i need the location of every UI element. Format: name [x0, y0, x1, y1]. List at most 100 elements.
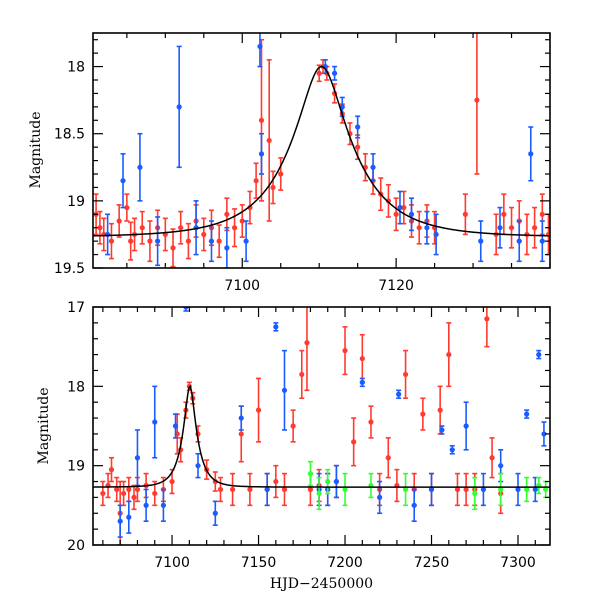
data-point [143, 488, 149, 523]
data-point [169, 468, 175, 495]
data-point [121, 480, 127, 507]
data-point [216, 224, 222, 259]
marker [238, 431, 244, 437]
data-point [515, 472, 521, 507]
data-point [402, 349, 409, 400]
x-axis: 7100 7150 7200 7250 7300 [102, 307, 536, 571]
marker [238, 415, 244, 421]
data-point [370, 153, 376, 182]
x-tick-label: 7300 [500, 555, 536, 571]
marker [299, 371, 305, 378]
y-tick-label: 18.5 [54, 127, 85, 143]
x-axis: 7100 7120 [126, 33, 551, 294]
marker [401, 204, 407, 211]
data-point [120, 153, 126, 209]
data-point [307, 460, 314, 487]
marker [489, 455, 495, 461]
data-point [449, 445, 455, 455]
marker [463, 486, 469, 493]
data-point [385, 183, 392, 218]
marker [160, 502, 167, 508]
data-point [424, 210, 430, 245]
marker [480, 486, 487, 493]
marker [532, 225, 538, 231]
data-point [368, 472, 374, 499]
data-point [108, 456, 115, 483]
x-tick-label: 7100 [154, 555, 190, 571]
data-point [147, 220, 153, 263]
data-point [416, 210, 422, 245]
data-point [137, 132, 143, 202]
plot-area [93, 33, 550, 268]
data-point [139, 210, 145, 245]
marker [152, 490, 158, 497]
marker [264, 486, 270, 493]
data-point [247, 190, 253, 225]
marker [97, 225, 103, 231]
marker [532, 486, 538, 493]
data-point [333, 464, 339, 499]
marker [185, 238, 192, 244]
marker [370, 164, 376, 170]
top-panel: 7100 7120 18 18.5 19 19.5 Magnitude [28, 32, 551, 294]
marker [114, 486, 120, 493]
data-point [439, 425, 445, 435]
data-point [299, 349, 305, 400]
marker [201, 231, 207, 238]
data-point [532, 206, 538, 249]
data-point [212, 500, 218, 526]
marker [508, 225, 515, 231]
data-point [124, 193, 130, 222]
marker [454, 486, 461, 493]
marker [147, 238, 153, 244]
data-point [331, 65, 338, 81]
data-point [428, 472, 435, 507]
marker [437, 407, 443, 413]
marker [139, 225, 145, 231]
series-red [93, 33, 550, 268]
marker [385, 198, 392, 204]
marker [385, 455, 391, 461]
marker [208, 238, 215, 244]
marker [463, 423, 469, 429]
data-point [239, 204, 245, 238]
marker [281, 486, 288, 493]
data-point [478, 220, 484, 263]
data-point [152, 385, 158, 459]
marker [258, 117, 265, 123]
data-point [160, 488, 167, 523]
data-point [253, 162, 259, 199]
marker [229, 486, 236, 493]
data-point [281, 472, 288, 507]
x-tick-label: 7250 [414, 555, 450, 571]
plot-frame [92, 306, 551, 546]
marker [273, 478, 279, 485]
data-point [393, 197, 399, 232]
data-point [474, 33, 480, 175]
data-point [394, 468, 400, 503]
marker [278, 171, 284, 177]
data-point [446, 322, 452, 388]
data-point [304, 307, 310, 392]
data-point [224, 226, 230, 268]
marker [255, 407, 262, 413]
marker [543, 486, 549, 493]
marker [231, 225, 238, 231]
data-point [472, 476, 478, 511]
marker [170, 245, 176, 251]
marker [408, 211, 415, 217]
marker [120, 178, 126, 184]
marker [539, 238, 545, 244]
data-point [258, 132, 265, 175]
marker [359, 355, 365, 362]
data-point [238, 405, 244, 431]
data-point [264, 472, 270, 507]
marker [368, 419, 374, 425]
data-point [162, 217, 168, 252]
data-point [325, 468, 331, 495]
data-point [97, 210, 103, 245]
marker [411, 502, 417, 508]
marker [402, 371, 409, 378]
data-point [396, 389, 402, 400]
data-point [224, 197, 230, 232]
